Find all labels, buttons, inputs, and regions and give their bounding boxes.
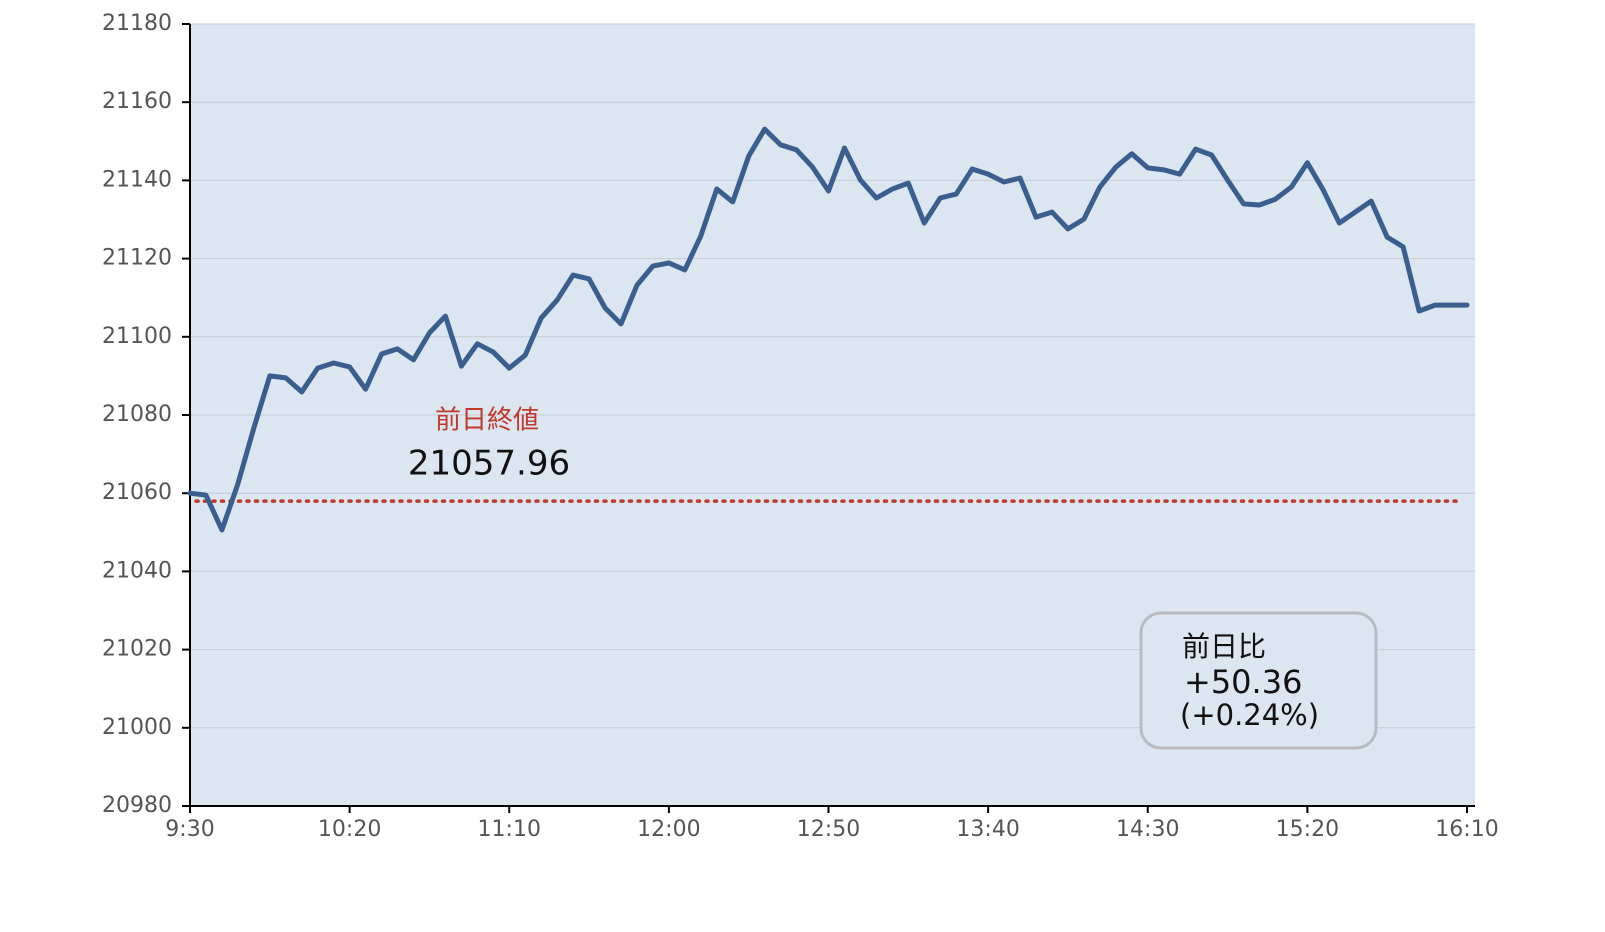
x-tick-label: 9:30	[165, 817, 214, 842]
y-tick-label: 21040	[102, 558, 172, 583]
y-tick-label: 21140	[102, 167, 172, 192]
y-tick-label: 21080	[102, 402, 172, 427]
y-tick-label: 21100	[102, 324, 172, 349]
change-title: 前日比	[1182, 630, 1266, 663]
x-tick-label: 14:30	[1116, 817, 1179, 842]
x-tick-label: 12:00	[637, 817, 700, 842]
x-tick-label: 15:20	[1276, 817, 1339, 842]
x-tick-label: 10:20	[318, 817, 381, 842]
reference-label: 前日終値	[435, 406, 539, 436]
x-tick-label: 12:50	[797, 817, 860, 842]
y-tick-label: 21020	[102, 637, 172, 662]
y-tick-label: 21180	[102, 11, 172, 36]
change-value: +50.36	[1184, 663, 1302, 701]
y-tick-label: 20980	[102, 793, 172, 818]
reference-value: 21057.96	[408, 444, 570, 484]
y-tick-label: 21000	[102, 715, 172, 740]
x-tick-label: 13:40	[956, 817, 1019, 842]
price-line	[187, 126, 1470, 533]
y-tick-label: 21060	[102, 480, 172, 505]
x-tick-label: 16:10	[1435, 817, 1498, 842]
change-percent: (+0.24%)	[1180, 698, 1319, 732]
y-tick-label: 21120	[102, 246, 172, 271]
y-tick-label: 21160	[102, 89, 172, 114]
x-tick-label: 11:10	[478, 817, 541, 842]
change-box	[1139, 611, 1378, 750]
